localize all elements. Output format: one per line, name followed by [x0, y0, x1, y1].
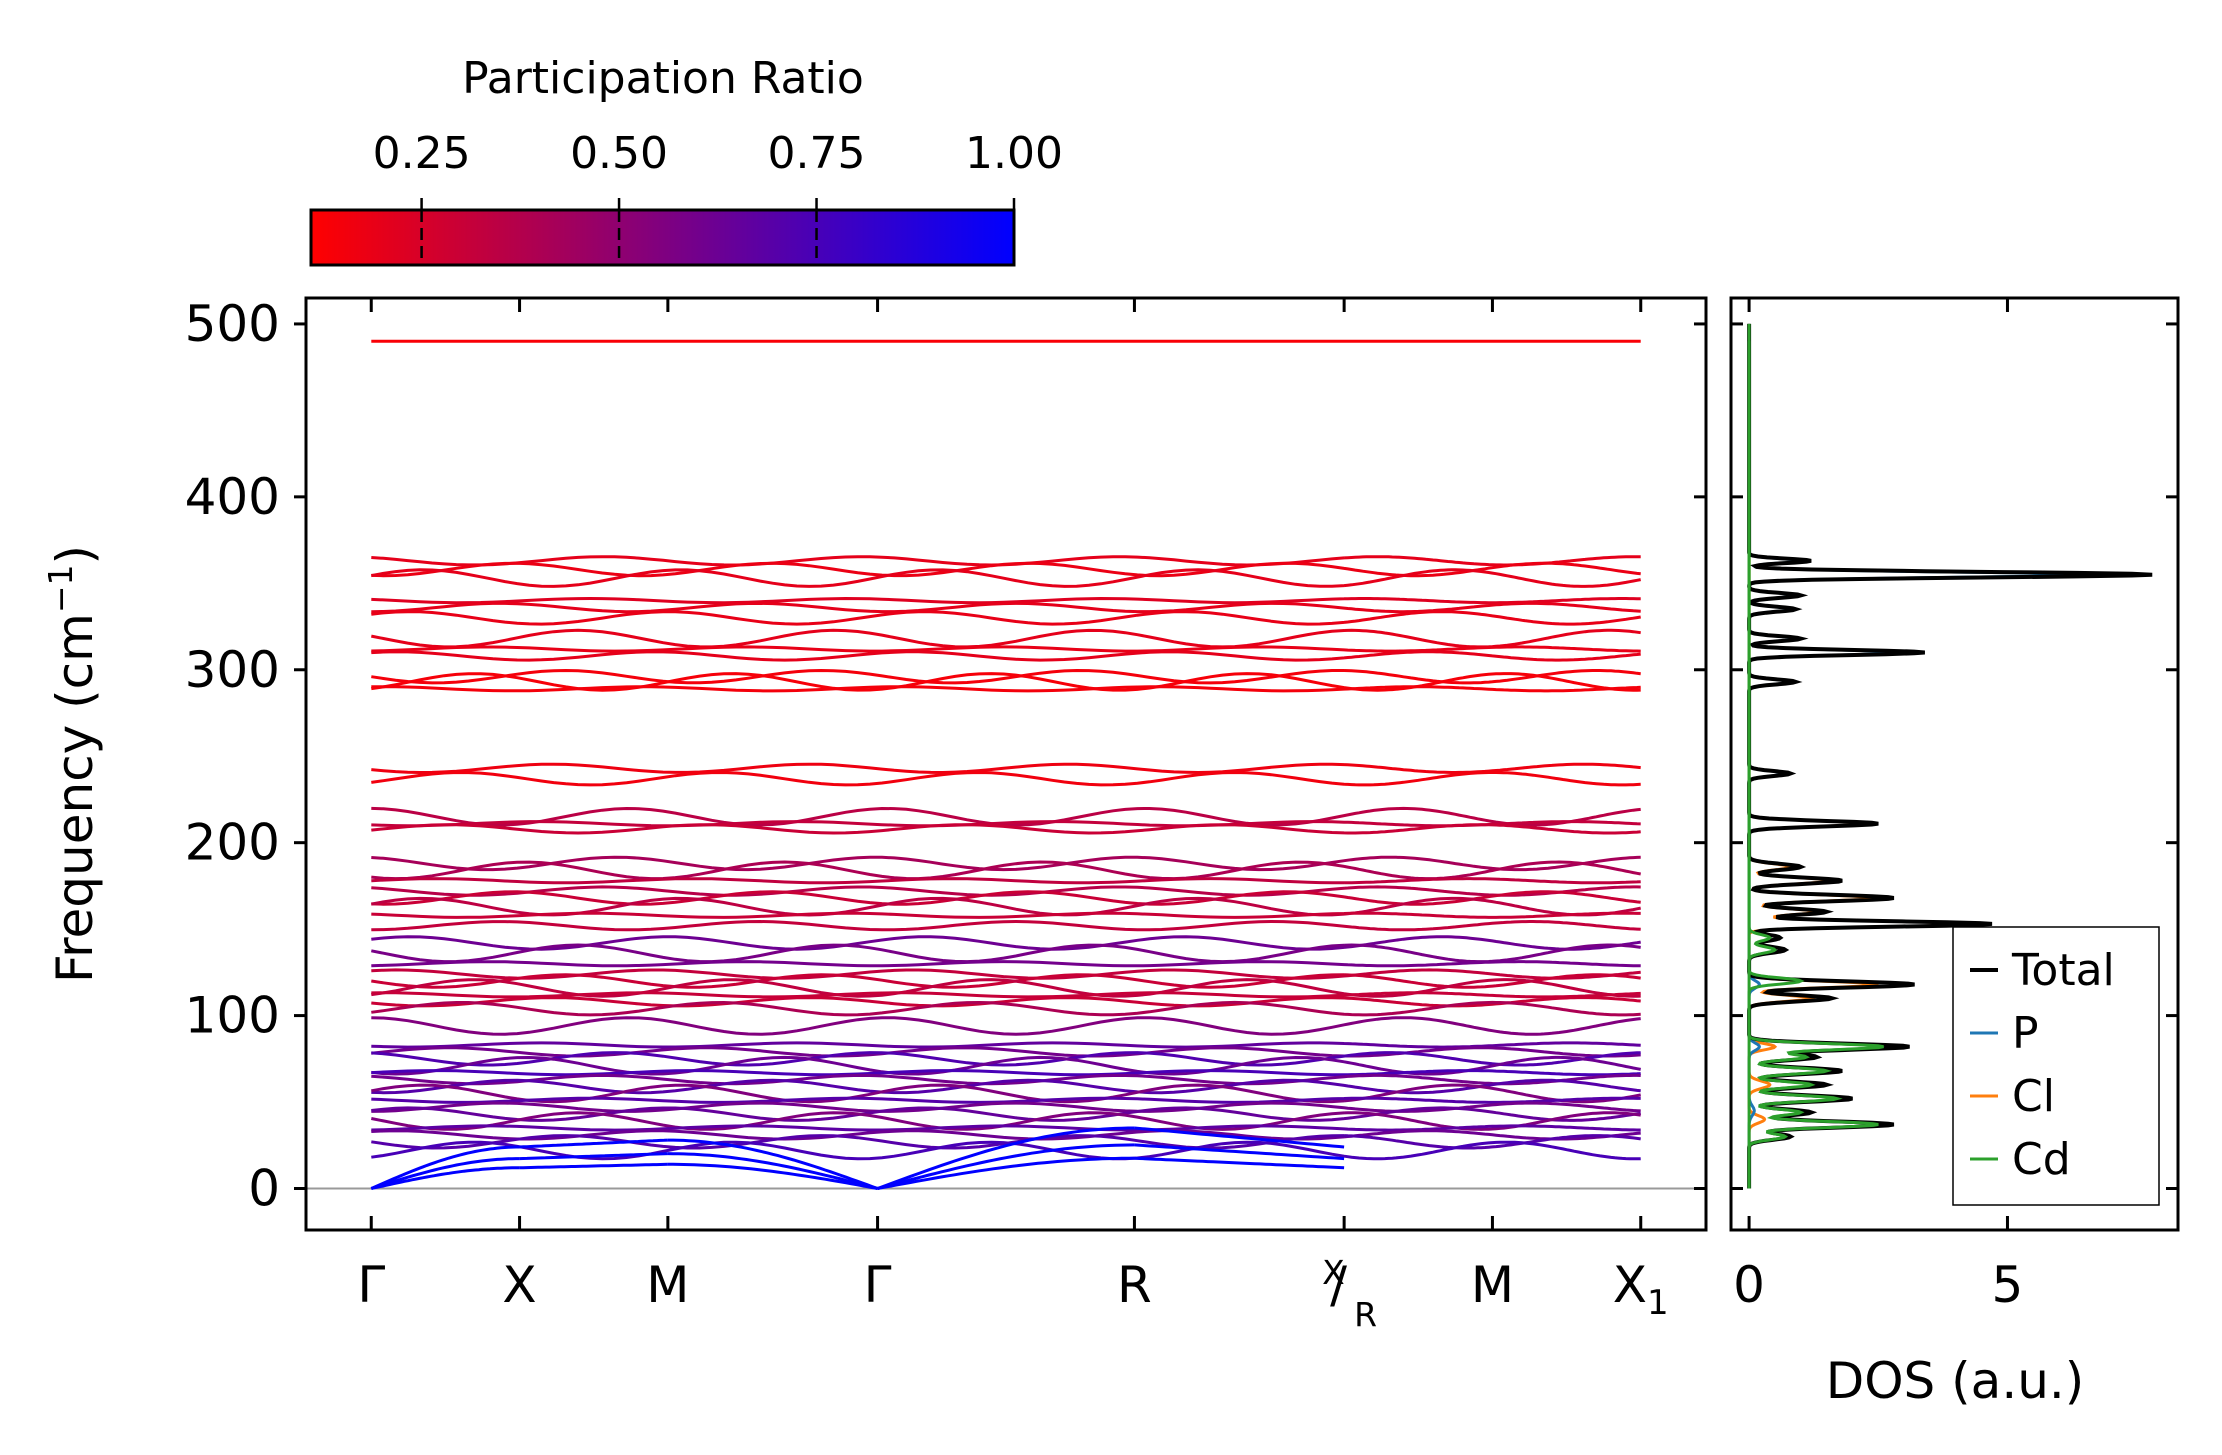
acoustic-band: [667, 1152, 878, 1190]
colorbar-tick-label: 1.00: [965, 128, 1063, 179]
y-axis-label: Frequency (cm−1): [41, 545, 104, 983]
kpoint-label-main: X: [1613, 1256, 1647, 1314]
phonon-band: [371, 645, 1641, 653]
dos-x-tick-label: 0: [1733, 1256, 1765, 1314]
y-axis-label-main: Frequency (cm: [46, 613, 104, 983]
acoustic-band: [370, 1157, 520, 1190]
phonon-band: [371, 1140, 1641, 1161]
phonon-band: [371, 823, 1641, 835]
dos-x-tick-label: 5: [1992, 1256, 2024, 1314]
dos-axes-frame: [1729, 296, 2180, 1232]
phonon-band: [371, 555, 1641, 567]
legend-label-cd: Cd: [2012, 1134, 2071, 1185]
acoustic-band: [1134, 1126, 1345, 1149]
phonon-band: [371, 561, 1641, 578]
acoustic-band: [519, 1152, 668, 1161]
acoustic-band: [370, 1166, 520, 1190]
dos-x-axis-label: DOS (a.u.): [1826, 1352, 2085, 1410]
colorbar-gradient: [309, 208, 1016, 267]
phonon-band: [371, 610, 1641, 626]
kpoint-label-slash: /: [1330, 1256, 1347, 1314]
phonon-band: [371, 601, 1641, 614]
band-axes-frame: [304, 296, 1708, 1232]
colorbar: Participation Ratio 0.25 0.50 0.75 1.00: [309, 53, 1063, 267]
colorbar-title: Participation Ratio: [462, 53, 864, 104]
kpoint-label: Γ: [357, 1256, 385, 1314]
phonon-band: [371, 1051, 1641, 1067]
phonon-band: [371, 855, 1641, 872]
phonon-band: [371, 685, 1641, 693]
legend-label-cl: Cl: [2012, 1071, 2055, 1122]
phonon-band: [371, 1096, 1641, 1104]
kpoint-label: M: [646, 1256, 689, 1314]
legend-label-total: Total: [2011, 945, 2115, 996]
phonon-band: [371, 890, 1641, 906]
acoustic-band: [667, 1162, 878, 1190]
y-tick-label: 500: [185, 295, 280, 353]
acoustic-band: [1134, 1156, 1345, 1170]
phonon-band: [371, 770, 1641, 787]
phonon-band: [371, 978, 1641, 998]
phonon-band: [371, 1000, 1641, 1017]
acoustic-band: [667, 1138, 879, 1190]
y-tick-label: 100: [185, 987, 280, 1045]
kpoint-label-break: X/R: [1322, 1253, 1377, 1334]
phonon-band: [371, 596, 1641, 605]
phonon-band: [371, 568, 1641, 588]
y-tick-label: 0: [248, 1160, 280, 1218]
phonon-band: [371, 877, 1641, 885]
phonon-band: [371, 672, 1641, 692]
kpoint-label: X1: [1613, 1256, 1669, 1323]
phonon-band: [371, 968, 1641, 980]
kpoint-label-sub: 1: [1647, 1283, 1669, 1323]
y-axis-label-close: ): [46, 545, 104, 565]
y-tick-label: 200: [185, 814, 280, 872]
y-tick-label: 300: [185, 641, 280, 699]
phonon-band: [371, 911, 1641, 919]
kpoint-label-top: X: [1322, 1253, 1345, 1292]
legend-label-p: P: [2012, 1008, 2039, 1059]
colorbar-tick-label: 0.50: [570, 128, 668, 179]
phonon-band: [371, 935, 1641, 951]
phonon-band: [371, 762, 1641, 775]
acoustic-band: [877, 1126, 1135, 1190]
phonon-band: [371, 973, 1641, 989]
acoustic-band: [1134, 1143, 1345, 1161]
phonon-band: [371, 1041, 1641, 1049]
svg-text:Frequency (cm−1): Frequency (cm−1): [41, 545, 104, 983]
phonon-band: [371, 1016, 1641, 1036]
phonon-band: [371, 1055, 1641, 1076]
dos-panel: 0 5 DOS (a.u.) Total P Cl Cd: [1729, 296, 2180, 1410]
kpoint-label: M: [1471, 1256, 1514, 1314]
phonon-band: [371, 1124, 1641, 1132]
acoustic-band: [370, 1145, 520, 1190]
kpoint-label: Γ: [864, 1256, 892, 1314]
phonon-band: [371, 1111, 1641, 1131]
dos-legend: Total P Cl Cd: [1952, 926, 2160, 1206]
phonon-band: [371, 650, 1641, 662]
kpoint-label-sub: R: [1354, 1295, 1377, 1334]
acoustic-band: [519, 1138, 668, 1149]
phonon-band: [371, 1046, 1641, 1058]
phonon-band: [371, 960, 1641, 968]
kpoint-label: R: [1117, 1256, 1152, 1314]
phonon-band: [371, 919, 1641, 932]
y-tick-label: 400: [185, 468, 280, 526]
colorbar-tick-label: 0.75: [768, 128, 866, 179]
kpoint-label: X: [502, 1256, 536, 1314]
acoustic-band: [877, 1156, 1135, 1190]
y-axis-label-sup: −1: [41, 564, 80, 613]
acoustic-band: [877, 1143, 1135, 1190]
colorbar-tick-label: 0.25: [373, 128, 471, 179]
phonon-band: [371, 628, 1641, 649]
acoustic-band: [519, 1162, 668, 1170]
